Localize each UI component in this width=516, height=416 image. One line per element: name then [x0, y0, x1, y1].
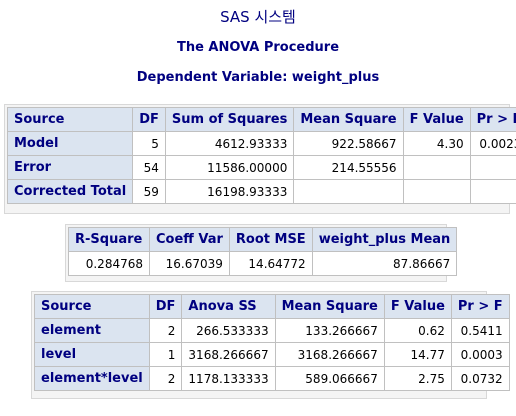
effects-cell-ms: 133.266667: [274, 318, 385, 343]
fit-cell-root-mse: 14.64772: [228, 251, 313, 276]
procedure-title: The ANOVA Procedure: [176, 40, 340, 55]
anova-cell-f: 4.30: [402, 131, 471, 156]
effects-cell-p: 0.0003: [450, 342, 510, 367]
effects-row-source: level: [34, 342, 150, 367]
fit-cell-rsquare: 0.284768: [68, 251, 150, 276]
dependent-variable-title: Dependent Variable: weight_plus: [136, 70, 380, 85]
effects-cell-ms: 589.066667: [274, 366, 385, 391]
anova-cell-ss: 11586.00000: [164, 155, 295, 180]
effects-cell-ss: 266.533333: [181, 318, 276, 343]
effects-cell-p: 0.5411: [450, 318, 510, 343]
effects-cell-p: 0.0732: [450, 366, 510, 391]
anova-row-corrected-total: Corrected Total 59 16198.93333: [6, 179, 516, 204]
anova-col-df: DF: [132, 107, 166, 132]
anova-cell-df: 59: [132, 179, 166, 204]
effects-row-source: element*level: [34, 366, 150, 391]
effects-row-source: element: [34, 318, 150, 343]
fit-statistics-table: R-Square Coeff Var Root MSE weight_plus …: [68, 227, 458, 276]
fit-values-row: 0.284768 16.67039 14.64772 87.86667: [68, 251, 458, 276]
anova-cell-f: [402, 155, 471, 180]
fit-col-rsquare: R-Square: [68, 227, 150, 252]
anova-cell-ss: 16198.93333: [164, 179, 295, 204]
effects-col-df: DF: [148, 294, 183, 319]
effects-cell-f: 14.77: [383, 342, 452, 367]
system-title: SAS 시스템: [220, 8, 296, 26]
effects-col-ss: Anova SS: [181, 294, 276, 319]
anova-cell-f: [402, 179, 471, 204]
effects-cell-ms: 3168.266667: [274, 342, 385, 367]
anova-cell-ss: 4612.93333: [164, 131, 295, 156]
fit-col-mean: weight_plus Mean: [311, 227, 458, 252]
anova-row-source: Model: [6, 131, 134, 156]
fit-header-row: R-Square Coeff Var Root MSE weight_plus …: [68, 227, 458, 252]
effects-cell-ss: 1178.133333: [181, 366, 276, 391]
effects-col-ms: Mean Square: [274, 294, 385, 319]
anova-cell-df: 5: [132, 131, 166, 156]
effects-cell-df: 2: [148, 366, 183, 391]
anova-col-f: F Value: [402, 107, 471, 132]
fit-col-coeff-var: Coeff Var: [149, 227, 230, 252]
effects-cell-f: 0.62: [383, 318, 452, 343]
effects-row-element: element 2 266.533333 133.266667 0.62 0.5…: [34, 318, 510, 343]
anova-header-row: Source DF Sum of Squares Mean Square F V…: [6, 107, 516, 132]
fit-col-root-mse: Root MSE: [228, 227, 313, 252]
anova-col-ms: Mean Square: [293, 107, 404, 132]
effects-table: Source DF Anova SS Mean Square F Value P…: [34, 294, 510, 391]
effects-cell-f: 2.75: [383, 366, 452, 391]
anova-cell-ms: 214.55556: [293, 155, 404, 180]
anova-cell-p: [469, 155, 516, 180]
effects-col-f: F Value: [383, 294, 452, 319]
anova-col-p: Pr > F: [469, 107, 516, 132]
effects-col-source: Source: [34, 294, 150, 319]
effects-header-row: Source DF Anova SS Mean Square F Value P…: [34, 294, 510, 319]
effects-row-level: level 1 3168.266667 3168.266667 14.77 0.…: [34, 342, 510, 367]
effects-cell-df: 2: [148, 318, 183, 343]
effects-cell-ss: 3168.266667: [181, 342, 276, 367]
effects-col-p: Pr > F: [450, 294, 510, 319]
anova-cell-ms: [293, 179, 404, 204]
anova-cell-p: [469, 179, 516, 204]
anova-col-ss: Sum of Squares: [164, 107, 295, 132]
fit-cell-mean: 87.86667: [311, 251, 458, 276]
effects-cell-df: 1: [148, 342, 183, 367]
anova-row-source: Corrected Total: [6, 179, 134, 204]
anova-cell-ms: 922.58667: [293, 131, 404, 156]
anova-table: Source DF Sum of Squares Mean Square F V…: [6, 107, 516, 204]
anova-row-model: Model 5 4612.93333 922.58667 4.30 0.0023: [6, 131, 516, 156]
anova-col-source: Source: [6, 107, 134, 132]
anova-cell-df: 54: [132, 155, 166, 180]
effects-row-element-level: element*level 2 1178.133333 589.066667 2…: [34, 366, 510, 391]
anova-row-source: Error: [6, 155, 134, 180]
fit-cell-coeff-var: 16.67039: [149, 251, 230, 276]
anova-cell-p: 0.0023: [469, 131, 516, 156]
anova-row-error: Error 54 11586.00000 214.55556: [6, 155, 516, 180]
